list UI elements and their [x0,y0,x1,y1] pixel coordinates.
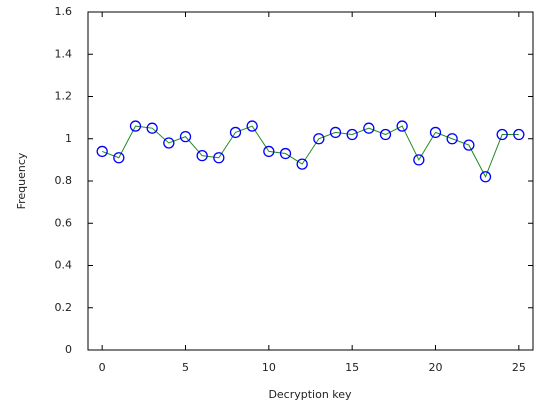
y-tick-label: 0 [65,343,72,356]
y-tick-label: 1.2 [55,90,73,103]
data-point [96,145,108,158]
y-tick-label: 0.4 [55,259,73,272]
data-point [429,126,442,139]
data-point [413,154,425,166]
x-tick-label: 15 [345,361,359,374]
data-point [196,149,208,162]
data-point [213,152,225,164]
data-point [363,122,375,134]
data-point [146,122,158,134]
data-point [496,128,508,141]
data-point [479,171,492,183]
data-line [101,125,519,178]
y-tick-label: 0.8 [55,174,73,187]
y-tick-label: 1 [65,132,72,145]
data-point [229,126,242,139]
data-point [513,128,525,141]
data-point [113,152,125,164]
data-point [379,128,392,141]
data-point [129,120,142,132]
data-point [246,120,258,132]
x-tick-label: 0 [99,361,106,374]
data-point [179,130,192,143]
y-tick-label: 1.6 [55,5,73,18]
data-point [396,120,408,132]
data-point [463,139,475,151]
plot-frame [87,11,534,351]
x-tick-label: 10 [262,361,276,374]
data-point [163,137,175,149]
data-point [296,158,308,170]
x-axis-label: Decryption key [268,388,352,401]
data-point [346,128,358,141]
y-axis-label: Frequency [15,152,28,209]
y-tick-label: 1.4 [55,47,73,60]
x-tick-label: 25 [512,361,526,374]
data-point [446,133,458,145]
y-tick-label: 0.2 [55,301,73,314]
x-tick-label: 20 [429,361,443,374]
data-point [279,147,292,160]
x-tick-label: 5 [182,361,189,374]
data-point [263,145,275,158]
y-tick-label: 0.6 [55,216,73,229]
data-point [329,126,342,139]
data-point [313,133,325,145]
